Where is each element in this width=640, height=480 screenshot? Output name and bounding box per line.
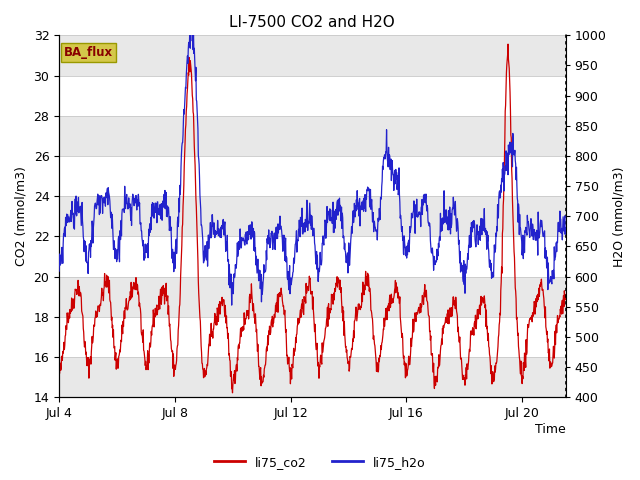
Legend: li75_co2, li75_h2o: li75_co2, li75_h2o [209, 451, 431, 474]
Bar [59, 116, 566, 156]
Y-axis label: H2O (mmol/m3): H2O (mmol/m3) [612, 166, 625, 266]
Bar [59, 276, 566, 317]
Bar [59, 357, 566, 397]
Bar [59, 196, 566, 237]
Text: BA_flux: BA_flux [64, 46, 113, 59]
Y-axis label: CO2 (mmol/m3): CO2 (mmol/m3) [15, 167, 28, 266]
Bar [59, 36, 566, 75]
Title: LI-7500 CO2 and H2O: LI-7500 CO2 and H2O [230, 15, 396, 30]
Text: Time: Time [535, 423, 566, 436]
